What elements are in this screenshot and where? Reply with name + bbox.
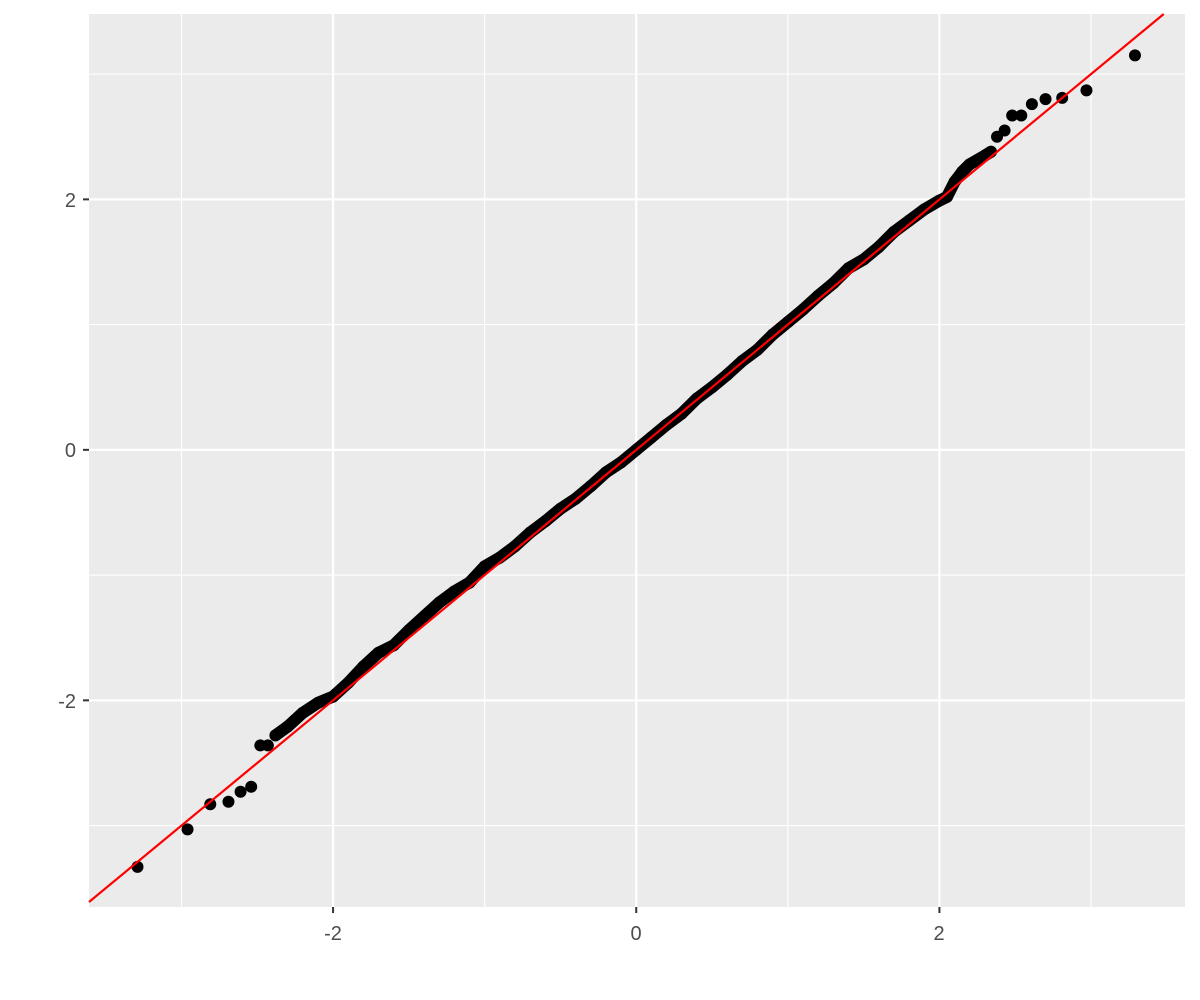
data-point	[261, 739, 274, 752]
data-point	[796, 303, 809, 316]
axis-ticks	[83, 198, 941, 913]
data-point	[234, 785, 247, 798]
y-tick-label-2: 2	[65, 190, 76, 212]
data-point	[418, 610, 431, 623]
data-point	[448, 585, 461, 598]
data-point	[1039, 93, 1052, 106]
data-point	[433, 596, 446, 609]
data-point	[539, 515, 552, 528]
data-point	[372, 646, 385, 659]
data-point	[311, 696, 324, 709]
data-point	[1128, 49, 1141, 62]
data-point	[181, 823, 194, 836]
data-point	[827, 277, 840, 290]
data-point	[857, 253, 870, 266]
data-point	[599, 466, 612, 479]
y-tick-label-neg2: -2	[58, 691, 76, 713]
data-point	[554, 502, 567, 515]
data-point	[245, 780, 258, 793]
x-tick-label-0: 0	[630, 923, 641, 945]
data-point	[222, 795, 235, 808]
data-point	[1015, 109, 1028, 122]
data-point	[872, 240, 885, 253]
data-point	[963, 158, 976, 171]
data-point	[281, 720, 294, 733]
data-point	[296, 706, 309, 719]
data-point	[1080, 84, 1093, 97]
data-point	[812, 289, 825, 302]
data-point	[1025, 98, 1038, 111]
data-point	[998, 124, 1011, 137]
x-tick-label-neg2: -2	[324, 923, 342, 945]
data-point	[956, 165, 969, 178]
data-point	[781, 316, 794, 329]
data-points	[131, 49, 1141, 873]
data-point	[766, 328, 779, 341]
data-point	[269, 729, 282, 742]
data-point	[327, 690, 340, 703]
data-point	[941, 190, 954, 203]
x-tick-label-2: 2	[933, 923, 944, 945]
reference-line	[88, 13, 1165, 903]
grid-lines	[89, 14, 1185, 907]
data-point	[204, 798, 217, 811]
data-point	[402, 624, 415, 637]
data-point	[1006, 109, 1019, 122]
data-point	[508, 540, 521, 553]
data-point	[478, 560, 491, 573]
data-point	[903, 214, 916, 227]
data-point	[357, 660, 370, 673]
y-tick-label-0: 0	[65, 440, 76, 462]
data-point	[918, 203, 931, 216]
